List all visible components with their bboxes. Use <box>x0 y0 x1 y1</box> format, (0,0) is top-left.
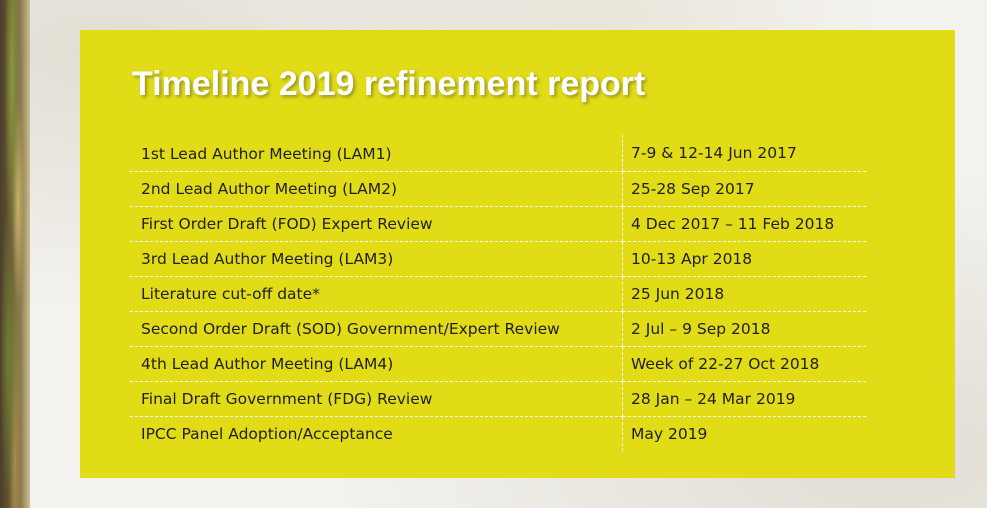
date-cell: 4 Dec 2017 – 11 Feb 2018 <box>622 206 866 242</box>
date-cell: 10-13 Apr 2018 <box>622 241 866 277</box>
table-row: IPCC Panel Adoption/Acceptance May 2019 <box>130 416 866 451</box>
date-cell: Week of 22-27 Oct 2018 <box>622 346 866 382</box>
date-cell: 28 Jan – 24 Mar 2019 <box>622 381 866 417</box>
date-cell: 25-28 Sep 2017 <box>622 171 866 207</box>
table-row: First Order Draft (FOD) Expert Review 4 … <box>130 206 866 242</box>
table-row: 3rd Lead Author Meeting (LAM3) 10-13 Apr… <box>130 241 866 277</box>
table-row: 2nd Lead Author Meeting (LAM2) 25-28 Sep… <box>130 171 866 207</box>
event-cell: Final Draft Government (FDG) Review <box>130 381 623 417</box>
event-cell: Second Order Draft (SOD) Government/Expe… <box>130 311 623 347</box>
timeline-table: 1st Lead Author Meeting (LAM1) 7-9 & 12-… <box>130 135 866 451</box>
date-cell: May 2019 <box>622 416 866 451</box>
event-cell: 4th Lead Author Meeting (LAM4) <box>130 346 623 382</box>
table-row: 1st Lead Author Meeting (LAM1) 7-9 & 12-… <box>130 135 866 172</box>
table-row: Second Order Draft (SOD) Government/Expe… <box>130 311 866 347</box>
event-cell: 2nd Lead Author Meeting (LAM2) <box>130 171 623 207</box>
tree-trunk-image <box>0 0 30 508</box>
timeline-panel: Timeline 2019 refinement report 1st Lead… <box>80 30 955 478</box>
table-row: Literature cut-off date* 25 Jun 2018 <box>130 276 866 312</box>
date-cell: 2 Jul – 9 Sep 2018 <box>622 311 866 347</box>
table-row: Final Draft Government (FDG) Review 28 J… <box>130 381 866 417</box>
event-cell: 3rd Lead Author Meeting (LAM3) <box>130 241 623 277</box>
slide-title: Timeline 2019 refinement report <box>132 65 646 103</box>
date-cell: 25 Jun 2018 <box>622 276 866 312</box>
event-cell: 1st Lead Author Meeting (LAM1) <box>130 135 623 172</box>
date-cell: 7-9 & 12-14 Jun 2017 <box>622 135 866 172</box>
event-cell: IPCC Panel Adoption/Acceptance <box>141 425 393 443</box>
table-row: 4th Lead Author Meeting (LAM4) Week of 2… <box>130 346 866 382</box>
event-cell: First Order Draft (FOD) Expert Review <box>130 206 623 242</box>
event-cell: Literature cut-off date* <box>130 276 623 312</box>
